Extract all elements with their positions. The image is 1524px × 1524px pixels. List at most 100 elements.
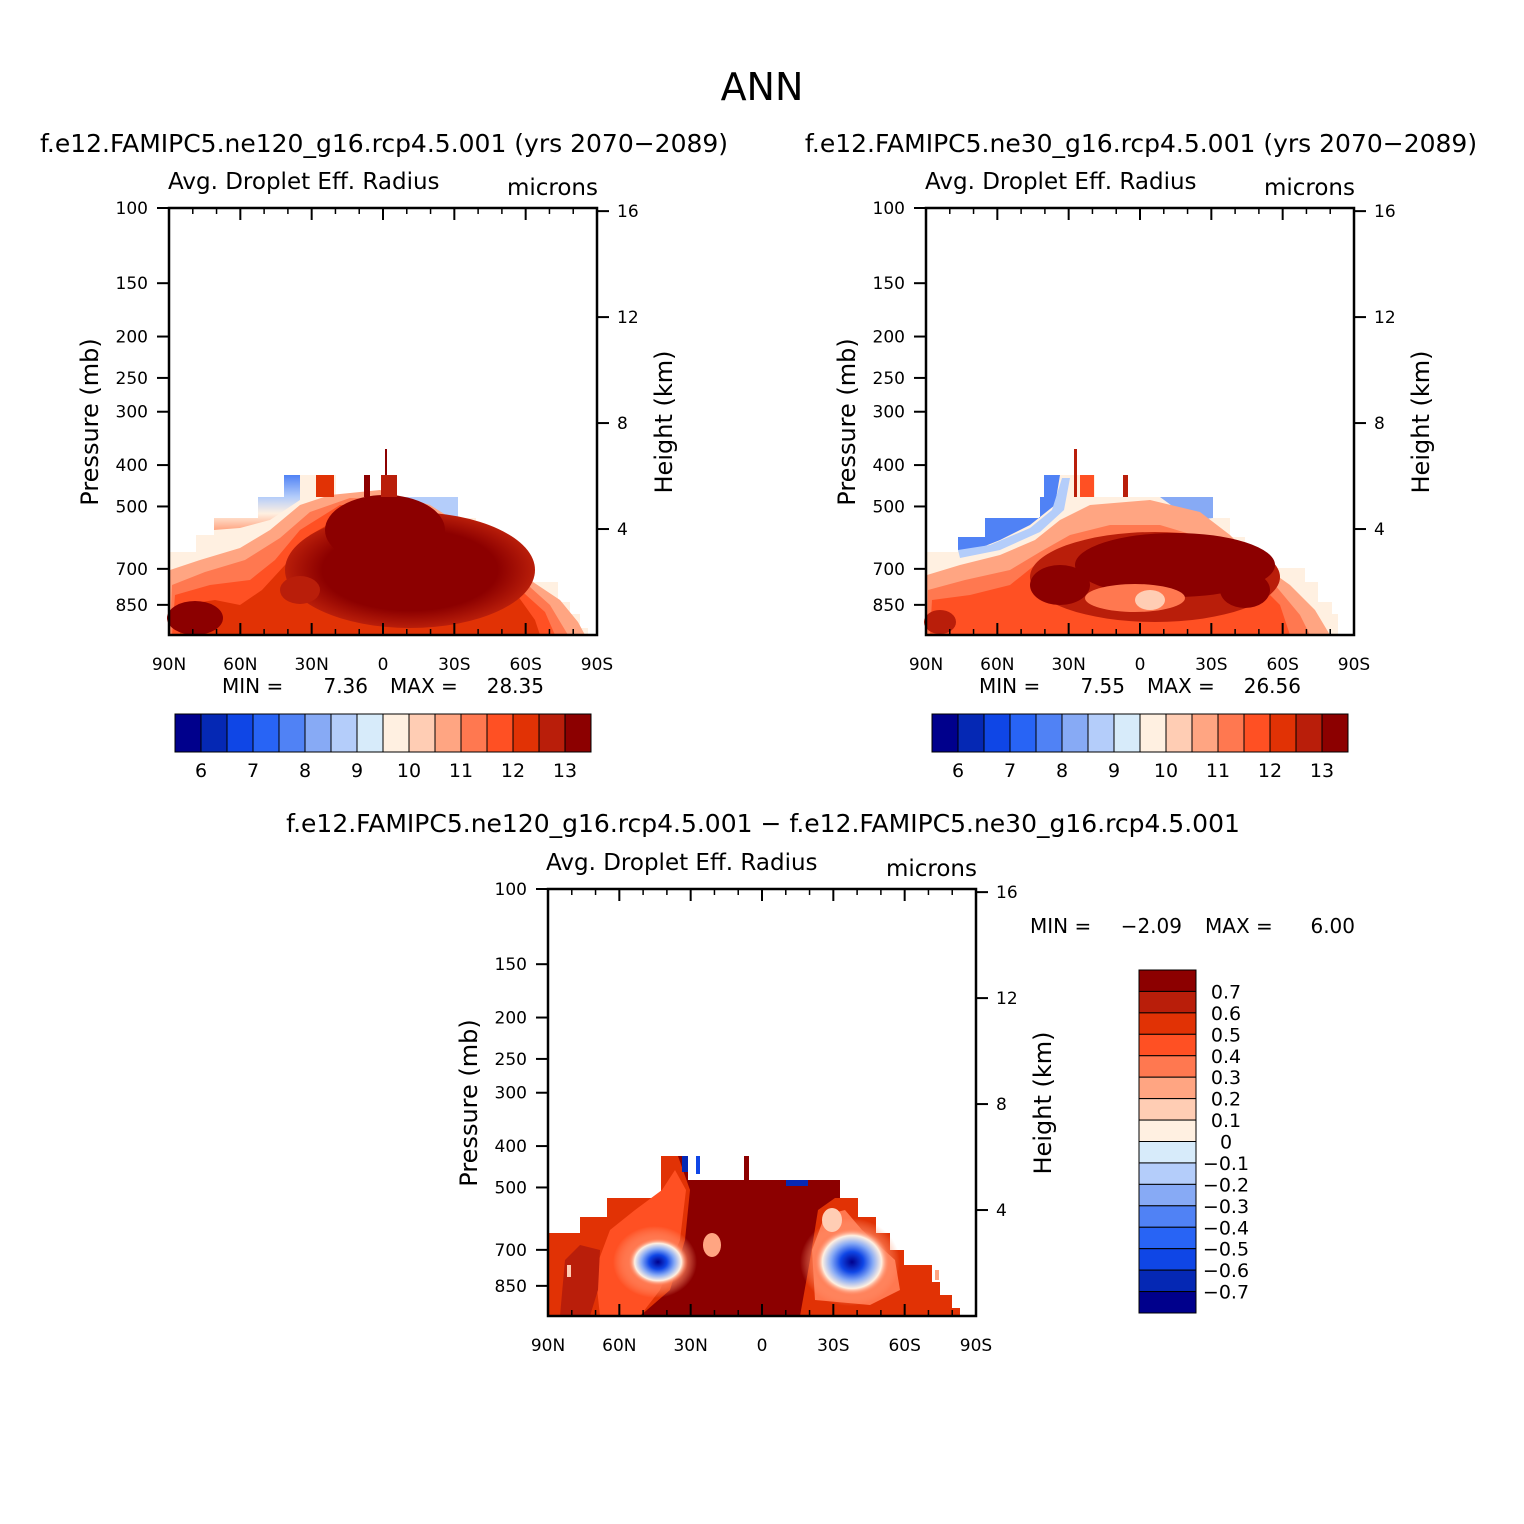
x-tick-label: 60S bbox=[509, 655, 541, 675]
min-label: MIN = bbox=[222, 674, 283, 698]
panel-ne30: f.e12.FAMIPC5.ne30_g16.rcp4.5.001 (yrs 2… bbox=[805, 129, 1477, 782]
colorbar-swatch bbox=[1138, 1012, 1197, 1035]
colorbar-swatch bbox=[1295, 713, 1323, 753]
field-blue-cap-light bbox=[958, 478, 1070, 558]
y-ticks: 100 150 200 250 300 400 500 700 850 bbox=[873, 199, 926, 616]
colorbar-label: 6 bbox=[952, 760, 964, 782]
y-tick-label: 150 bbox=[116, 274, 148, 294]
field-neg-right bbox=[814, 1228, 890, 1296]
y-tick-label: 700 bbox=[116, 560, 148, 580]
colorbar-label: −0.3 bbox=[1203, 1196, 1249, 1218]
y-tick-label: 300 bbox=[873, 403, 905, 423]
units-label: microns bbox=[507, 175, 598, 201]
colorbar-label: 0.6 bbox=[1211, 1003, 1241, 1025]
y-tick-label: 250 bbox=[873, 369, 905, 389]
x-tick-label: 30N bbox=[294, 655, 328, 675]
contour-field bbox=[549, 1156, 960, 1316]
colorbar-swatch bbox=[174, 713, 202, 753]
colorbar-label: 0.2 bbox=[1211, 1089, 1241, 1111]
colorbar-label: 11 bbox=[1206, 760, 1230, 782]
colorbar-swatch bbox=[1138, 1226, 1197, 1250]
y-tick-label: 400 bbox=[495, 1137, 527, 1157]
case-label: f.e12.FAMIPC5.ne30_g16.rcp4.5.001 (yrs 2… bbox=[805, 129, 1477, 158]
max-label: MAX = bbox=[1205, 914, 1273, 938]
x-tick-label: 0 bbox=[757, 1336, 768, 1356]
contour-field bbox=[924, 449, 1338, 635]
x-tick-label: 90N bbox=[909, 655, 943, 675]
colorbar-swatch bbox=[1138, 1076, 1197, 1100]
colorbar-label: 0.1 bbox=[1211, 1110, 1241, 1132]
variable-label: Avg. Droplet Eff. Radius bbox=[546, 850, 818, 876]
colorbar-label: −0.6 bbox=[1203, 1260, 1249, 1282]
colorbar-swatch bbox=[931, 713, 959, 753]
x-tick-label: 30N bbox=[1051, 655, 1085, 675]
field-spike bbox=[316, 475, 334, 497]
y2-ticks: 16 12 8 4 bbox=[976, 883, 1018, 1221]
x-tick-label: 60N bbox=[980, 655, 1014, 675]
y2-tick-label: 8 bbox=[617, 414, 628, 434]
colorbar-swatch bbox=[1138, 969, 1197, 992]
colorbar-label: −0.5 bbox=[1203, 1239, 1249, 1261]
colorbar-swatch bbox=[1113, 713, 1141, 753]
field-blue-cap bbox=[958, 475, 1060, 550]
y-tick-label: 200 bbox=[116, 328, 148, 348]
y-tick-label: 150 bbox=[873, 274, 905, 294]
y-tick-label: 400 bbox=[116, 456, 148, 476]
colorbar-swatch bbox=[1035, 713, 1063, 753]
colorbar-swatch bbox=[1138, 1098, 1197, 1121]
colorbar-swatch bbox=[1138, 1269, 1197, 1293]
field-gap bbox=[1085, 584, 1185, 612]
x-tick-label: 60S bbox=[1266, 655, 1298, 675]
field-blue-cap bbox=[214, 475, 300, 530]
colorbar-label: 11 bbox=[449, 760, 473, 782]
x-tick-label: 90S bbox=[1338, 655, 1370, 675]
y-tick-label: 500 bbox=[873, 497, 905, 517]
colorbar-swatch bbox=[1165, 713, 1193, 753]
y-tick-label: 150 bbox=[495, 955, 527, 975]
colorbar-label: −0.4 bbox=[1203, 1217, 1249, 1239]
x-tick-label: 60S bbox=[888, 1336, 920, 1356]
max-value: 26.56 bbox=[1244, 674, 1301, 698]
colorbar-swatch bbox=[1138, 1055, 1197, 1078]
colorbar-swatch bbox=[252, 713, 280, 753]
colorbar-label: 0.5 bbox=[1211, 1024, 1241, 1046]
colorbar-label: 12 bbox=[501, 760, 525, 782]
y-tick-label: 250 bbox=[495, 1050, 527, 1070]
colorbar-label: 10 bbox=[397, 760, 421, 782]
field-spike bbox=[385, 449, 387, 497]
colorbar-swatch bbox=[460, 713, 488, 753]
x-ticks: 90N 60N 30N 0 30S 60S 90S bbox=[531, 889, 992, 1356]
colorbar-swatch bbox=[382, 713, 410, 753]
variable-label: Avg. Droplet Eff. Radius bbox=[925, 169, 1197, 195]
y2-tick-label: 12 bbox=[1374, 308, 1396, 328]
x-tick-label: 0 bbox=[1135, 655, 1146, 675]
y2-tick-label: 16 bbox=[996, 883, 1018, 903]
y-tick-label: 100 bbox=[495, 880, 527, 900]
y2-ticks: 16 12 8 4 bbox=[1354, 202, 1396, 540]
colorbar-label: 9 bbox=[351, 760, 363, 782]
case-label: f.e12.FAMIPC5.ne120_g16.rcp4.5.001 (yrs … bbox=[40, 129, 728, 158]
field-core-left bbox=[1030, 565, 1090, 605]
x-tick-label: 60N bbox=[602, 1336, 636, 1356]
y-tick-label: 100 bbox=[873, 199, 905, 219]
colorbar-label: 0.7 bbox=[1211, 981, 1241, 1003]
y2-tick-label: 12 bbox=[996, 989, 1018, 1009]
field-gap-light bbox=[1135, 590, 1165, 610]
field-spike-neg bbox=[682, 1156, 688, 1172]
x-tick-label: 90S bbox=[960, 1336, 992, 1356]
field-spike bbox=[744, 1156, 749, 1180]
colorbar-swatch bbox=[1087, 713, 1115, 753]
colorbar-swatch bbox=[1191, 713, 1219, 753]
colorbar-swatch bbox=[1061, 713, 1089, 753]
colorbar-swatch bbox=[1217, 713, 1245, 753]
field-spike bbox=[1123, 475, 1128, 497]
colorbar-swatch bbox=[1243, 713, 1271, 753]
field-spike bbox=[1080, 475, 1094, 497]
x-tick-label: 30N bbox=[673, 1336, 707, 1356]
y2-axis-title: Height (km) bbox=[1029, 1032, 1057, 1175]
colorbar-swatch bbox=[564, 713, 592, 753]
colorbar-swatch bbox=[1269, 713, 1297, 753]
y2-ticks: 16 12 8 4 bbox=[597, 202, 639, 540]
min-value: 7.55 bbox=[1080, 674, 1125, 698]
y2-tick-label: 8 bbox=[1374, 414, 1385, 434]
